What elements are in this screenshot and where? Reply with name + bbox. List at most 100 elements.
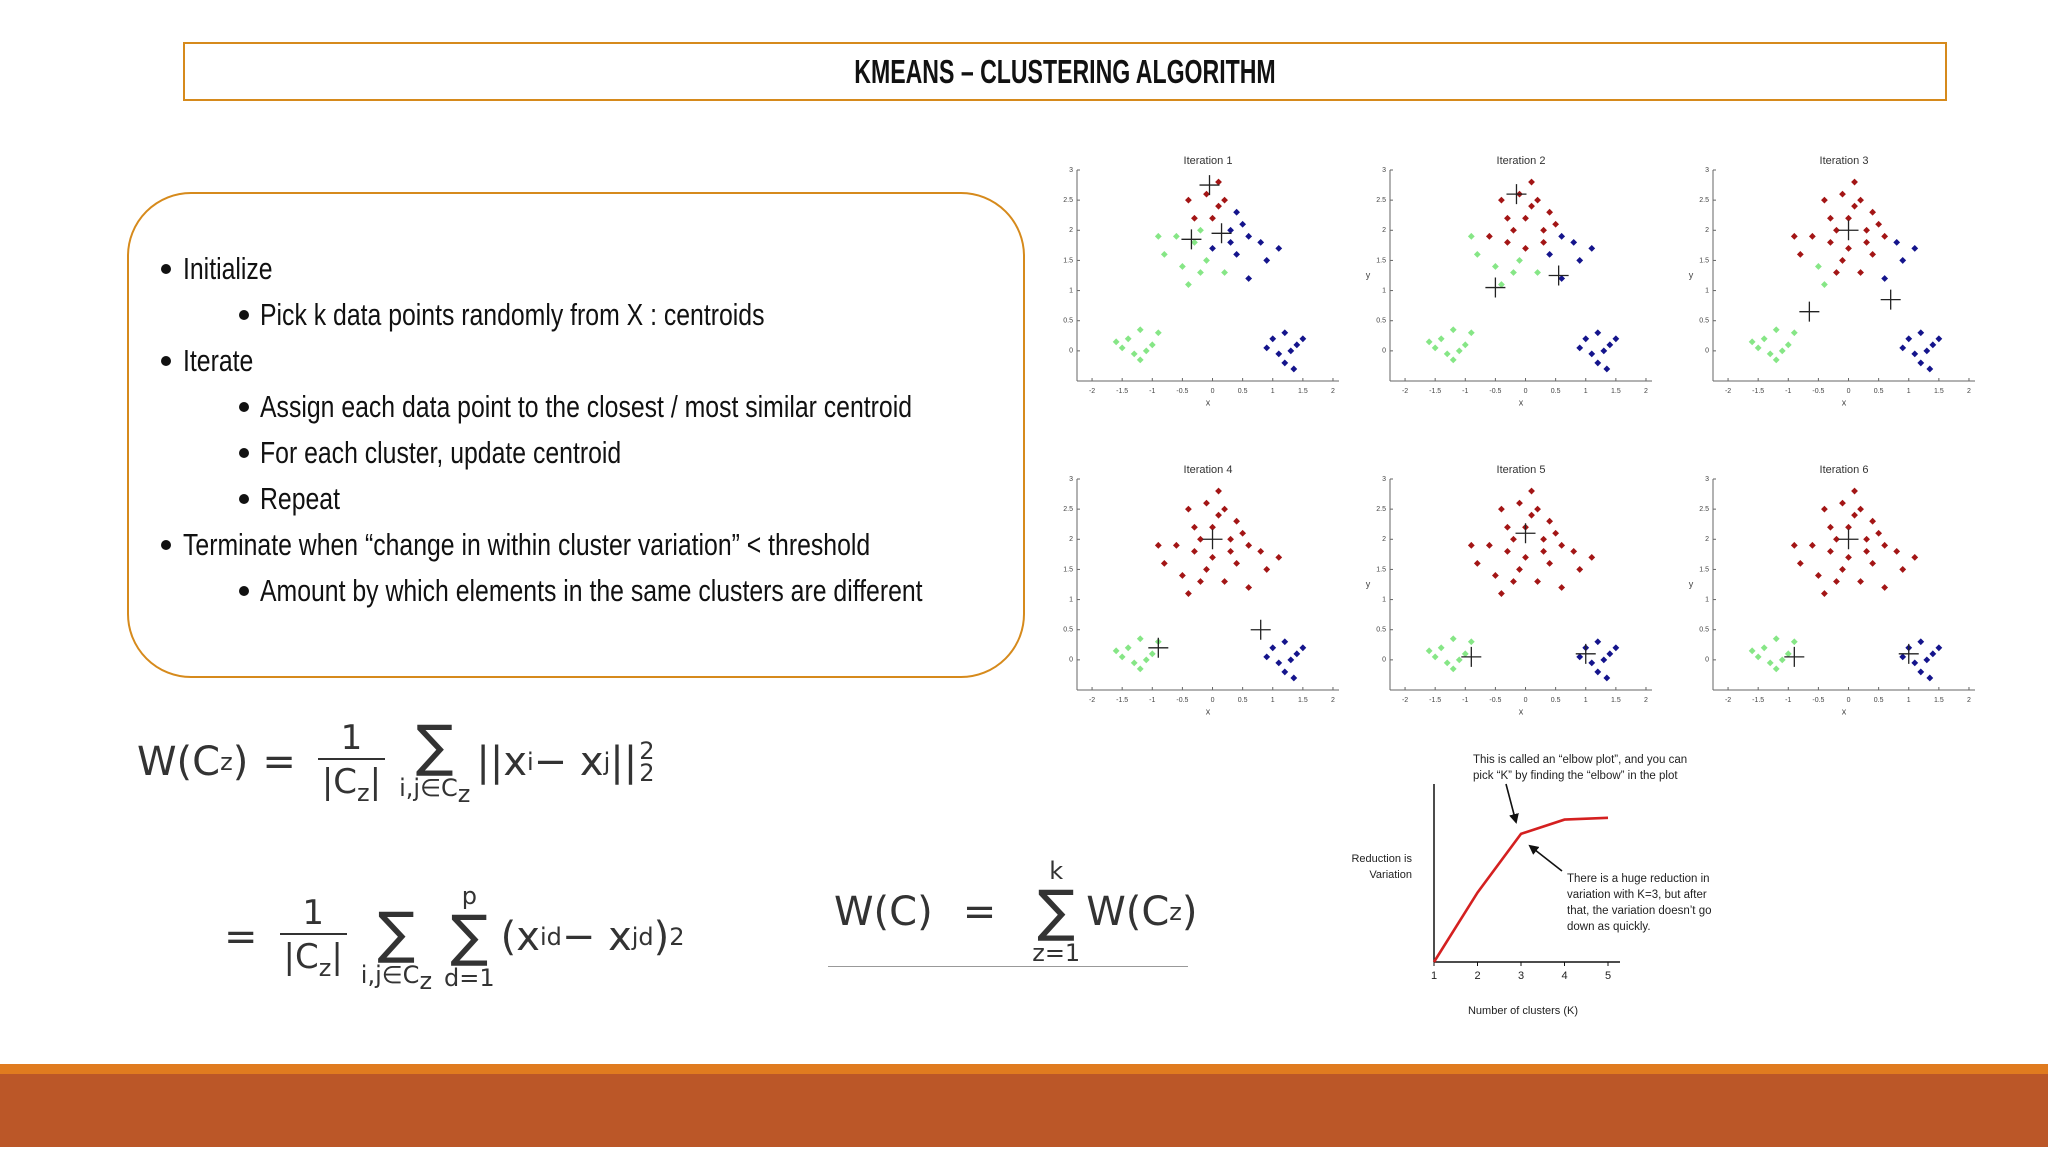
data-point: [1221, 269, 1228, 276]
data-point: [1136, 635, 1144, 643]
centroid: [1211, 223, 1232, 244]
x-tick-label: 0: [1211, 697, 1215, 704]
data-point: [1467, 541, 1475, 549]
formula-part: i: [526, 748, 534, 777]
data-point: [1911, 350, 1919, 358]
data-point: [1257, 238, 1265, 246]
data-point: [1197, 269, 1204, 276]
y-tick-label: 2.5: [1063, 506, 1073, 513]
x-tick-label: -2: [1402, 697, 1408, 704]
data-point: [1899, 566, 1907, 573]
x-tick-label: 1.5: [1298, 388, 1308, 395]
formula-group: i,j∈Cz: [399, 775, 470, 807]
formula-part: d=1: [444, 963, 495, 992]
data-point: [1570, 238, 1578, 246]
data-point: [1546, 208, 1554, 216]
data-point: [1293, 341, 1301, 349]
data-point: [1833, 226, 1840, 234]
data-point: [1281, 638, 1289, 646]
formula-group: ∑ i,j∈Cz: [361, 880, 432, 994]
data-point: [1160, 560, 1168, 567]
data-point: [1821, 281, 1828, 288]
data-point: [1136, 356, 1144, 364]
data-point: [1197, 578, 1204, 585]
data-point: [1203, 257, 1210, 264]
data-point: [1808, 541, 1816, 549]
data-point: [1275, 350, 1283, 358]
x-tick-label: -2: [1402, 388, 1408, 395]
y-tick-label: 1.5: [1063, 257, 1073, 264]
y-tick-label: 0: [1069, 657, 1073, 664]
data-point: [1233, 208, 1241, 216]
data-point: [1851, 202, 1858, 210]
formula-part: 2: [639, 737, 655, 766]
data-point: [1926, 674, 1934, 682]
data-point: [1863, 535, 1870, 543]
data-point: [1275, 659, 1283, 667]
data-point: [1473, 560, 1481, 567]
y-tick-label: 0: [1382, 657, 1386, 664]
data-point: [1142, 347, 1150, 355]
data-point: [1245, 275, 1253, 282]
data-point: [1772, 665, 1780, 673]
centroid: [1799, 301, 1820, 322]
data-point: [1833, 535, 1840, 543]
data-point: [1239, 220, 1247, 228]
formula-group: 1 |Cz|: [279, 893, 347, 981]
formula-part: 1: [340, 718, 363, 758]
formula-part: 2: [639, 759, 655, 788]
data-point: [1893, 238, 1901, 246]
data-point: [1522, 214, 1529, 222]
underline: [828, 966, 1188, 967]
data-point: [1796, 560, 1804, 567]
y-tick-label: 0.5: [1699, 627, 1709, 634]
data-point: [1784, 650, 1792, 658]
data-point: [1869, 517, 1877, 525]
data-point: [1209, 214, 1216, 222]
x-tick-label: -1.5: [1429, 388, 1441, 395]
data-point: [1766, 659, 1774, 667]
bullet-item: Pick k data points randomly from X : cen…: [127, 292, 1027, 338]
x-tick-label: 1.5: [1611, 697, 1621, 704]
formula-part: ∑: [450, 903, 489, 969]
x-tick-label: 0: [1847, 388, 1851, 395]
data-point: [1510, 269, 1517, 276]
data-point: [1821, 196, 1828, 204]
data-point: [1911, 244, 1919, 252]
data-point: [1540, 226, 1547, 234]
data-point: [1287, 656, 1295, 664]
y-tick-label: 0.5: [1699, 318, 1709, 325]
data-point: [1845, 214, 1852, 222]
data-point: [1546, 251, 1554, 258]
data-point: [1893, 547, 1901, 555]
annotation: variation with K=3, but after: [1567, 889, 1707, 901]
plot-title: Iteration 2: [1497, 155, 1546, 167]
centroid: [1838, 220, 1859, 241]
formula-group: 1 |Cz|: [317, 718, 386, 807]
x-tick-label: -1: [1785, 697, 1791, 704]
x-axis-label: x: [1519, 397, 1524, 407]
formula-part: |: [331, 936, 343, 977]
data-point: [1425, 338, 1433, 346]
centroid: [1199, 175, 1220, 196]
data-point: [1821, 505, 1828, 513]
data-point: [1772, 635, 1780, 643]
data-point: [1594, 638, 1602, 646]
data-point: [1136, 665, 1144, 673]
formula-group: i,j∈Cz: [361, 962, 432, 994]
data-point: [1124, 644, 1132, 652]
x-tick-label: 1: [1584, 388, 1588, 395]
data-point: [1839, 566, 1846, 573]
data-point: [1748, 338, 1756, 346]
data-point: [1881, 541, 1889, 549]
centroid: [1575, 643, 1596, 664]
x-axis-label: x: [1206, 706, 1211, 716]
data-point: [1504, 523, 1511, 531]
data-point: [1833, 578, 1840, 585]
data-point: [1528, 487, 1535, 495]
data-point: [1558, 232, 1566, 240]
data-point: [1534, 196, 1541, 204]
data-point: [1281, 329, 1289, 337]
x-tick-label: -2: [1089, 388, 1095, 395]
